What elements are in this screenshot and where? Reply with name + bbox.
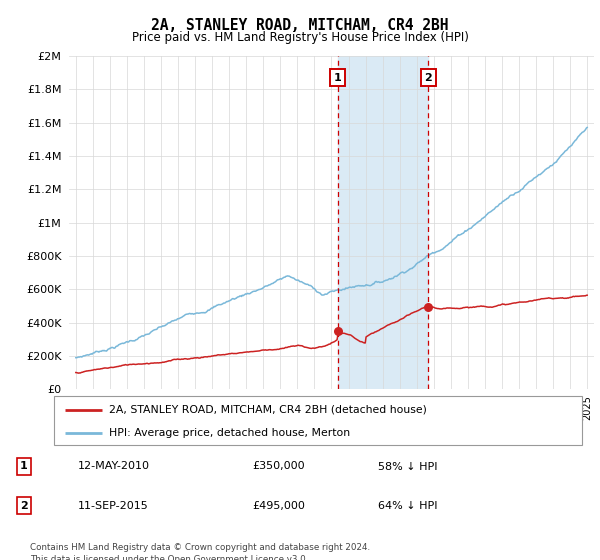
FancyBboxPatch shape	[54, 396, 582, 445]
Text: 58% ↓ HPI: 58% ↓ HPI	[378, 461, 437, 472]
Text: 64% ↓ HPI: 64% ↓ HPI	[378, 501, 437, 511]
Text: HPI: Average price, detached house, Merton: HPI: Average price, detached house, Mert…	[109, 428, 350, 438]
Text: 2A, STANLEY ROAD, MITCHAM, CR4 2BH: 2A, STANLEY ROAD, MITCHAM, CR4 2BH	[151, 18, 449, 33]
Text: 1: 1	[20, 461, 28, 472]
Text: £495,000: £495,000	[252, 501, 305, 511]
Text: 1: 1	[334, 73, 341, 83]
Bar	[338, 56, 428, 389]
Text: 12-MAY-2010: 12-MAY-2010	[78, 461, 150, 472]
Text: 2: 2	[425, 73, 433, 83]
Text: 2A, STANLEY ROAD, MITCHAM, CR4 2BH (detached house): 2A, STANLEY ROAD, MITCHAM, CR4 2BH (deta…	[109, 405, 427, 415]
Text: £350,000: £350,000	[252, 461, 305, 472]
Text: Contains HM Land Registry data © Crown copyright and database right 2024.
This d: Contains HM Land Registry data © Crown c…	[30, 543, 370, 560]
Text: 2: 2	[20, 501, 28, 511]
Text: 11-SEP-2015: 11-SEP-2015	[78, 501, 149, 511]
Text: Price paid vs. HM Land Registry's House Price Index (HPI): Price paid vs. HM Land Registry's House …	[131, 31, 469, 44]
